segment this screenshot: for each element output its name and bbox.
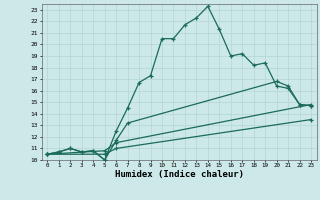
X-axis label: Humidex (Indice chaleur): Humidex (Indice chaleur) [115,170,244,179]
